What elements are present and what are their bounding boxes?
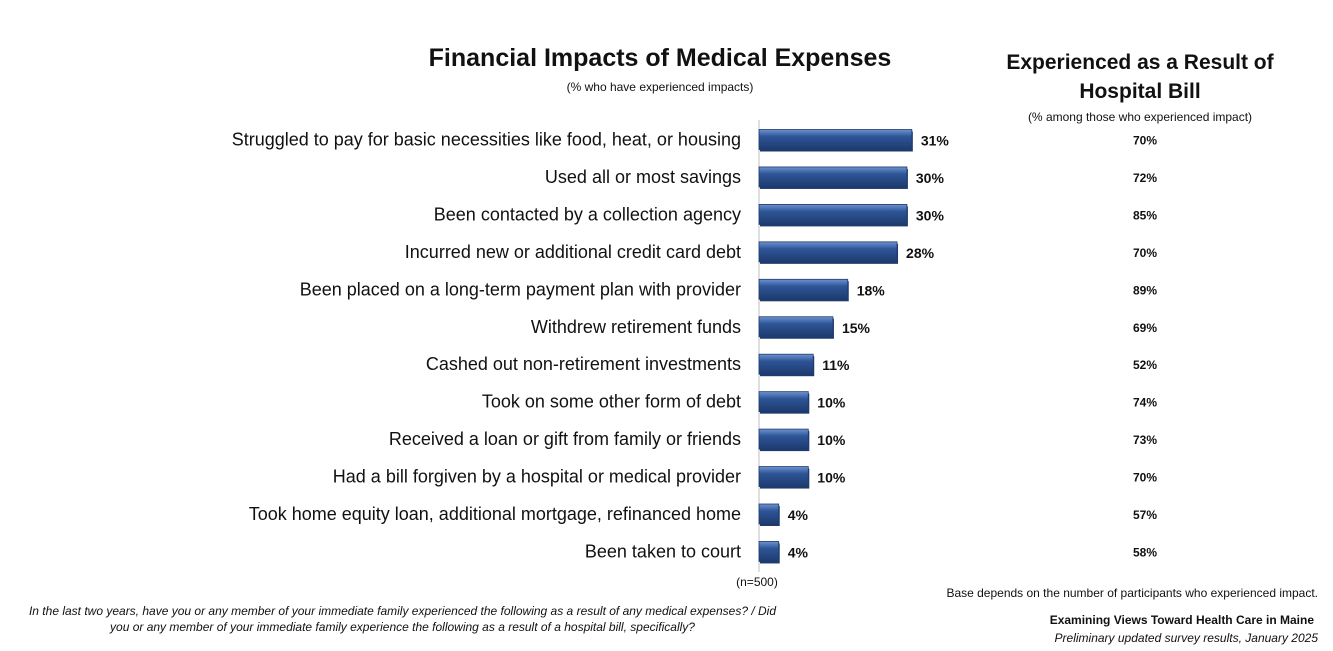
hospital-column-subtitle: (% among those who experienced impact) [1027, 110, 1253, 124]
hospital-value-label: 70% [1133, 246, 1157, 260]
hospital-value-label: 58% [1133, 545, 1157, 559]
value-label: 10% [817, 395, 846, 411]
bar [758, 466, 809, 487]
hospital-value-label: 70% [1133, 134, 1157, 148]
value-label: 28% [906, 245, 935, 261]
hospital-column-title: Experienced as a Result of Hospital Bill [1006, 51, 1274, 103]
hospital-value-label: 73% [1133, 433, 1157, 447]
base-note: Base depends on the number of participan… [946, 586, 1318, 600]
report-title: Examining Views Toward Health Care in Ma… [1049, 613, 1314, 627]
bar [758, 241, 898, 263]
category-label: Been placed on a long-term payment plan … [300, 279, 741, 299]
value-label: 15% [842, 320, 871, 336]
hospital-value-label: 72% [1133, 171, 1157, 185]
category-label: Incurred new or additional credit card d… [405, 242, 741, 262]
value-label: 18% [857, 282, 886, 298]
value-label: 11% [822, 357, 850, 373]
value-label: 30% [916, 207, 945, 223]
hospital-value-label: 69% [1133, 321, 1157, 335]
value-label: 10% [817, 432, 846, 448]
chart-title: Financial Impacts of Medical Expenses [428, 44, 892, 72]
hospital-value-label: 70% [1133, 471, 1157, 485]
bar [758, 353, 814, 375]
category-label: Been contacted by a collection agency [434, 204, 741, 224]
bar [758, 428, 809, 450]
category-label: Took home equity loan, additional mortga… [249, 504, 741, 524]
hospital-value-label: 74% [1133, 396, 1157, 410]
bar [758, 316, 834, 338]
survey-question: In the last two years, have you or any m… [28, 604, 777, 634]
category-label: Withdrew retirement funds [531, 317, 741, 337]
category-label: Used all or most savings [545, 167, 741, 187]
bar [758, 391, 809, 413]
value-label: 30% [916, 170, 945, 186]
hospital-value-label: 57% [1133, 508, 1157, 522]
value-label: 10% [817, 470, 846, 486]
category-label: Had a bill forgiven by a hospital or med… [333, 467, 741, 487]
hospital-value-label: 52% [1133, 358, 1157, 372]
bar [758, 503, 780, 525]
value-label: 4% [788, 507, 809, 523]
bar [758, 278, 849, 300]
category-label: Took on some other form of debt [482, 392, 741, 412]
bar [758, 129, 913, 150]
value-label: 31% [921, 133, 950, 149]
hospital-value-label: 89% [1133, 283, 1157, 297]
report-subtitle: Preliminary updated survey results, Janu… [1054, 631, 1318, 645]
category-label: Received a loan or gift from family or f… [389, 429, 741, 449]
category-label: Struggled to pay for basic necessities l… [232, 130, 741, 150]
bar [758, 541, 780, 562]
bar [758, 166, 908, 188]
chart-subtitle: (% who have experienced impacts) [566, 80, 754, 94]
category-label: Been taken to court [585, 541, 741, 561]
value-label: 4% [788, 544, 809, 560]
category-label: Cashed out non-retirement investments [426, 354, 741, 374]
hospital-value-label: 85% [1133, 208, 1157, 222]
bar [758, 203, 908, 225]
sample-size-note: (n=500) [736, 575, 778, 589]
